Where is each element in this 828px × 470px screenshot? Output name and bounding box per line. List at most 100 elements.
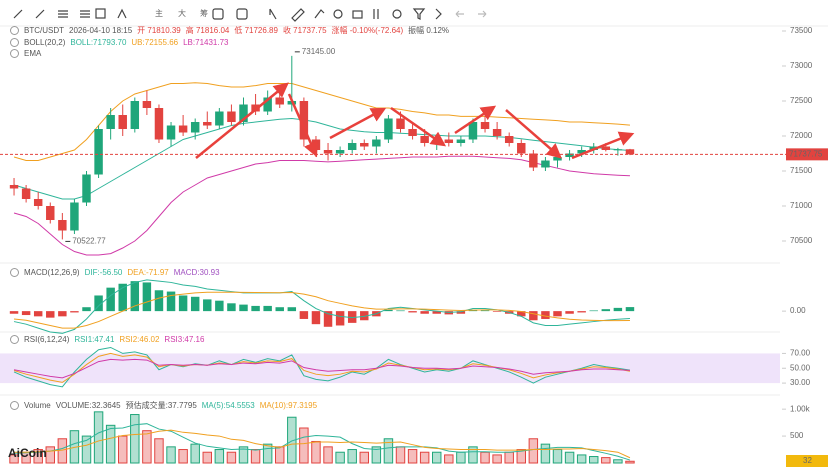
macd-bar (58, 311, 67, 317)
tool-layers[interactable] (392, 9, 402, 19)
macd-bar (70, 311, 79, 313)
volume-bar (57, 438, 68, 464)
tool-filter[interactable] (412, 8, 426, 20)
tool-parallel[interactable] (58, 10, 68, 18)
candle-body (299, 101, 309, 140)
boll-line (13, 82, 631, 161)
rsi-legend: RSI(6,12,24) RSI1:47.41 RSI2:46.02 RSI3:47.… (10, 334, 204, 344)
plot: 70500 71000 71500 72000 72500 73000 73500 73145… (0, 26, 828, 467)
volume-bar (166, 446, 176, 464)
candle-body (275, 97, 284, 105)
tool-magnet[interactable] (333, 9, 343, 19)
volume-bar (576, 454, 587, 464)
y-tick-label: 71000 (790, 201, 813, 210)
macd-legend: MACD(12,26,9) DIF:-56.50 DEA:-71.97 MACD:30… (10, 267, 220, 277)
macd-bar (287, 307, 297, 312)
high-label: 73145.00 (302, 47, 336, 56)
tool-brush[interactable] (314, 9, 325, 19)
ohlc-item: 开 71810.39 (137, 25, 181, 35)
volume-bar (613, 459, 623, 464)
ohlc-item: 收 71737.75 (282, 25, 327, 35)
candle-body (263, 97, 272, 112)
candle-body (384, 118, 393, 140)
macd-bar (9, 311, 19, 314)
tool-fib[interactable] (80, 10, 90, 18)
macd-bar (94, 295, 103, 312)
candle-body (553, 157, 562, 161)
toolbar-label[interactable]: 筹 (200, 8, 208, 18)
candle-body (82, 174, 91, 203)
legend-entry: DEA:-71.97 (127, 267, 169, 277)
macd-bar (480, 310, 490, 312)
candle-body (492, 129, 502, 136)
macd-bar (625, 307, 635, 312)
macd-bar (203, 299, 212, 312)
tool-cursor[interactable] (269, 8, 277, 20)
candle-body (625, 149, 635, 155)
rsi-line (13, 352, 631, 383)
ma-line (14, 429, 631, 459)
macd-bar (190, 296, 200, 312)
candle-body (335, 150, 345, 154)
ohlc-item: 振幅 0.12% (408, 25, 450, 35)
tool-undo[interactable] (455, 10, 464, 18)
tool-rect[interactable] (95, 8, 106, 19)
volume-bar (371, 446, 382, 464)
candle-body (33, 199, 43, 206)
ohlc-item: 涨幅 -0.10%(-72.64) (331, 25, 404, 35)
volume-bar (190, 443, 200, 464)
tool-ruler[interactable] (291, 8, 305, 22)
tool-eraser[interactable] (236, 8, 248, 20)
macd-bar (142, 282, 152, 312)
y-tick-label: 0.00 (790, 306, 806, 315)
candle-body (118, 115, 127, 129)
candle-body (94, 129, 103, 175)
volume-bar (250, 449, 261, 464)
candle-body (480, 122, 490, 129)
volume-bar (407, 449, 418, 464)
tool-hide[interactable] (373, 9, 379, 19)
toolbar-label[interactable]: 主 (155, 8, 163, 18)
tool-edit[interactable] (212, 8, 224, 20)
tool-pen[interactable] (117, 8, 127, 19)
macd-bar (384, 309, 393, 312)
tool-line[interactable] (13, 9, 23, 19)
tool-ray[interactable] (35, 9, 45, 19)
candle-body (360, 143, 369, 147)
volume-bar (504, 451, 514, 464)
volume-bar (383, 438, 394, 464)
legend-entry: VOLUME:32.3645 (55, 400, 121, 410)
ma-line (14, 423, 631, 461)
legend-entry: RSI1:47.41 (74, 334, 115, 344)
macd-bar (347, 311, 357, 323)
legend-entry: MA(10):97.3195 (259, 400, 318, 410)
candle-body (529, 153, 538, 168)
macd-bar (118, 283, 127, 312)
tool-more[interactable] (435, 8, 442, 20)
candle-body (444, 139, 454, 143)
candle-body (347, 143, 357, 150)
volume-bar (625, 460, 635, 464)
tool-redo[interactable] (478, 10, 487, 18)
toolbar-label[interactable]: 大 (178, 8, 186, 18)
indicator-name: BOLL(20,2) (24, 37, 66, 47)
macd-bar (529, 311, 538, 321)
macd-bar (541, 311, 550, 319)
volume-bar (45, 446, 55, 464)
y-tick-label: 70.00 (790, 349, 811, 358)
volume-bar (564, 451, 575, 464)
macd-bar (166, 291, 176, 312)
candle-body (517, 143, 526, 154)
symbol: BTC/USDT (24, 25, 64, 35)
macd-bar (360, 311, 369, 321)
indicator-name: MACD(12,26,9) (24, 267, 80, 277)
arrow (195, 82, 289, 159)
volume-bar (238, 446, 249, 464)
volume-bar (202, 451, 212, 464)
macd-bar (396, 310, 405, 312)
indicator-name: RSI(6,12,24) (24, 334, 70, 344)
candle-body (215, 111, 224, 126)
tool-lock[interactable] (352, 10, 363, 19)
legend-entry: RSI2:46.02 (119, 334, 160, 344)
macd-bar (154, 290, 164, 312)
